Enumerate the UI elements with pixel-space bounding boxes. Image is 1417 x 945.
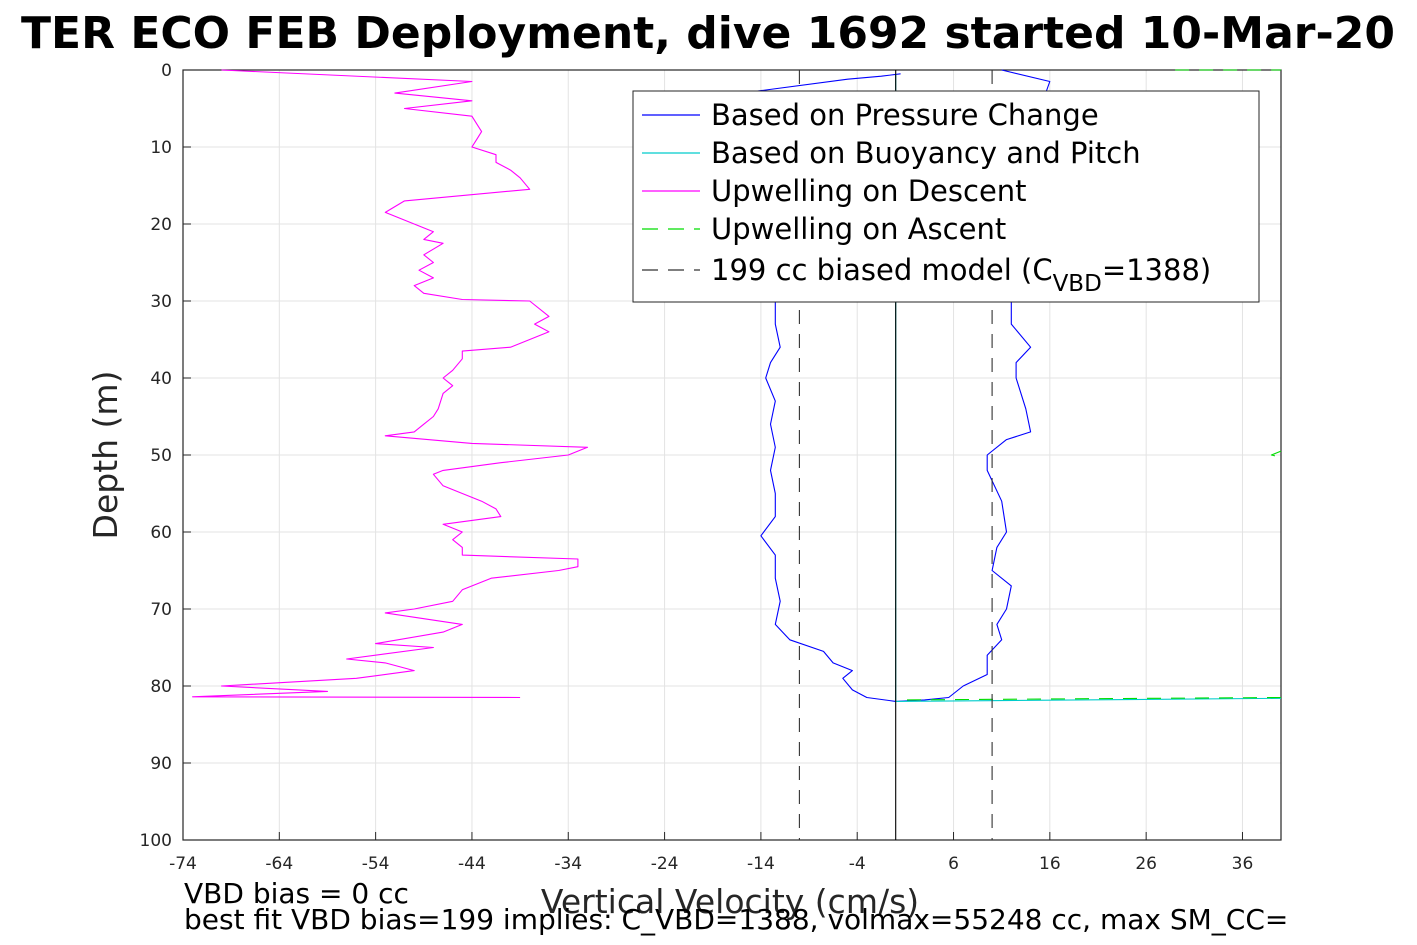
- legend: Based on Pressure Change Based on Buoyan…: [632, 90, 1260, 303]
- y-tick-label: 100: [140, 831, 172, 851]
- x-tick-label: -74: [169, 854, 197, 874]
- y-tick-label: 70: [150, 600, 172, 620]
- series-upwelling-on-ascent: [1270, 450, 1282, 458]
- y-axis-label: Depth (m): [86, 371, 125, 540]
- y-tick-label: 40: [150, 369, 172, 389]
- x-tick-label: 16: [1039, 854, 1061, 874]
- series-based-on-pressure-change: [635, 69, 1051, 702]
- x-tick-label: -44: [458, 854, 486, 874]
- x-tick-label: 36: [1232, 854, 1254, 874]
- x-tick-label: 26: [1135, 854, 1157, 874]
- chart-title: TER ECO FEB Deployment, dive 1692 starte…: [21, 8, 1395, 59]
- y-tick-label: 50: [150, 446, 172, 466]
- y-tick-label: 0: [161, 61, 172, 81]
- series-upwelling-on-descent: [192, 69, 589, 699]
- legend-label-buoyancy: Based on Buoyancy and Pitch: [711, 136, 1141, 170]
- legend-label-biased-model-end: =1388): [1102, 253, 1211, 287]
- legend-box: [632, 90, 1260, 303]
- legend-label-pressure: Based on Pressure Change: [711, 98, 1099, 132]
- series-upwelling-on-ascent: [905, 696, 1282, 701]
- x-tick-label: -14: [747, 854, 775, 874]
- x-axis: -74 -64 -54 -44 -34 -24 -14 -4 6 16 26 36: [169, 832, 1253, 874]
- x-axis-label: Vertical Velocity (cm/s): [541, 882, 919, 921]
- y-tick-label: 80: [150, 677, 172, 697]
- y-tick-label: 90: [150, 754, 172, 774]
- x-tick-label: -64: [265, 854, 293, 874]
- legend-label-upwelling-descent: Upwelling on Descent: [711, 174, 1027, 208]
- x-tick-label: 6: [948, 854, 959, 874]
- y-tick-label: 20: [150, 215, 172, 235]
- y-axis: 0 10 20 30 40 50 60 70 80 90 100: [140, 61, 191, 851]
- y-tick-label: 60: [150, 523, 172, 543]
- x-tick-label: -4: [849, 854, 866, 874]
- x-tick-label: -54: [362, 854, 390, 874]
- legend-label-upwelling-ascent: Upwelling on Ascent: [711, 212, 1006, 246]
- vbd-bias-note: VBD bias = 0 cc: [184, 877, 409, 910]
- legend-label-biased-model: 199 cc biased model (CVBD=1388): [711, 253, 1211, 297]
- x-tick-label: -34: [554, 854, 582, 874]
- legend-label-biased-model-sub: VBD: [1053, 271, 1102, 297]
- y-tick-label: 10: [150, 138, 172, 158]
- x-tick-label: -24: [651, 854, 679, 874]
- legend-label-biased-model-main: 199 cc biased model (C: [711, 253, 1053, 287]
- y-tick-label: 30: [150, 292, 172, 312]
- best-fit-note: best fit VBD bias=199 implies: C_VBD=138…: [184, 903, 1288, 936]
